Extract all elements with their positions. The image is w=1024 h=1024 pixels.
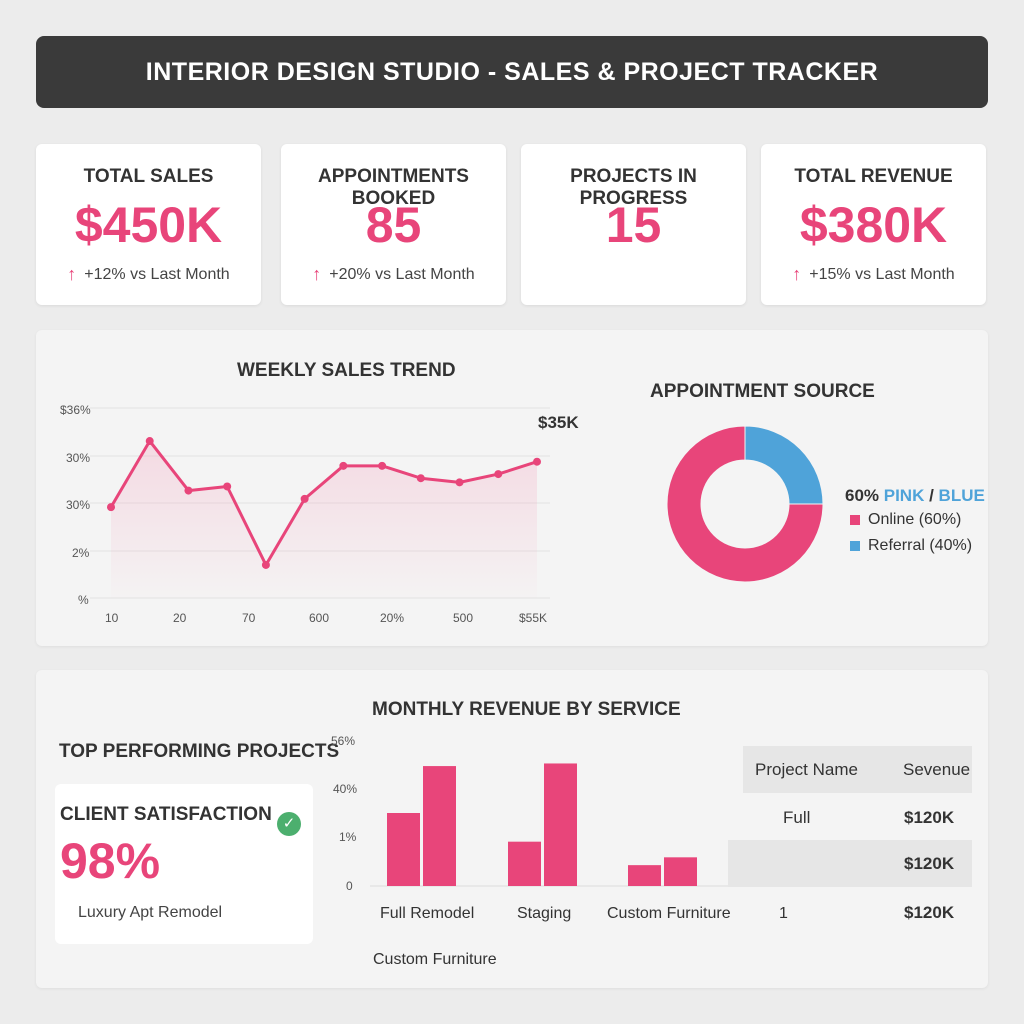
weekly-data-point [339,461,348,470]
donut-slice-online [666,425,824,583]
monthly-y-tick: 0 [346,879,353,893]
heading-prefix: 60% [845,486,884,505]
kpi-card-total-sales: TOTAL SALES $450K ↑ +12% vs Last Month [36,144,261,305]
monthly-bar [387,813,420,886]
heading-pink: PINK [883,486,925,505]
monthly-x-tick: Staging [517,905,572,922]
weekly-data-point [455,478,464,487]
weekly-y-tick: % [78,593,89,607]
table-header-name: Project Name [755,760,858,779]
legend-item-online: Online (60%) [850,511,961,529]
kpi-value: $450K [74,197,223,253]
weekly-line-chart [90,407,550,599]
kpi-card-projects: PROJECTS IN PROGRESS 15 [521,144,746,305]
weekly-data-point [145,437,154,446]
appointment-heading: 60% PINK / BLUE [845,486,985,506]
weekly-x-tick: 20% [380,611,405,625]
legend-label: Online (60%) [868,511,962,528]
weekly-y-tick: 30% [66,498,91,512]
weekly-data-point [300,494,309,503]
monthly-y-tick: 1% [339,830,357,844]
heading-sep: / [924,486,939,505]
kpi-label: PROJECTS IN PROGRESS [570,166,697,209]
monthly-x-tick: Full Remodel [380,905,475,922]
check-circle-icon: ✓ [277,812,301,836]
donut-slice-referral [744,425,824,505]
weekly-data-point [494,470,503,479]
kpi-delta: ↑ +20% vs Last Month [281,264,506,285]
legend-label: Referral (40%) [868,537,973,554]
weekly-x-tick: $55K [519,611,548,625]
weekly-data-point [533,457,541,466]
table-row-name: Full [783,808,811,827]
legend-swatch [850,515,860,525]
table-header-revenue: Sevenue [903,760,971,779]
kpi-delta-text: +15% vs Last Month [809,265,955,283]
top-projects-title: TOP PERFORMING PROJECTS [59,741,340,762]
legend-swatch [850,541,860,551]
satisfaction-project: Luxury Apt Remodel [78,904,223,921]
weekly-x-tick: 600 [309,611,330,625]
monthly-bar [508,841,541,886]
weekly-end-label: $35K [538,413,579,432]
monthly-chart-title: MONTHLY REVENUE BY SERVICE [372,699,681,720]
kpi-delta: ↑ +12% vs Last Month [36,264,261,285]
kpi-value: 85 [365,197,422,253]
monthly-x-tick: Custom Furniture [607,905,731,922]
page-title: INTERIOR DESIGN STUDIO - SALES & PROJECT… [145,57,879,86]
arrow-up-icon: ↑ [312,264,322,284]
monthly-bar [664,857,697,886]
satisfaction-value: 98% [60,833,161,889]
kpi-value: 15 [605,197,662,253]
appointment-donut-chart [666,425,824,583]
weekly-data-point [223,482,232,491]
heading-blue: BLUE [938,486,985,505]
weekly-y-tick: $36% [60,403,91,417]
kpi-label: APPOINTMENTS BOOKED [318,166,469,209]
kpi-card-appointments: APPOINTMENTS BOOKED 85 ↑ +20% vs Last Mo… [281,144,506,305]
table-row-value: $120K [904,854,955,873]
table-row-highlight [728,840,972,887]
monthly-y-tick: 56% [331,734,356,748]
appointment-chart-title: APPOINTMENT SOURCE [650,381,875,402]
weekly-x-tick: 500 [453,611,474,625]
header-bar: INTERIOR DESIGN STUDIO - SALES & PROJECT… [36,36,988,108]
satisfaction-title: CLIENT SATISFACTION [60,804,272,825]
weekly-series-line [109,439,538,567]
arrow-up-icon: ↑ [67,264,77,284]
kpi-delta-text: +20% vs Last Month [329,265,475,283]
weekly-data-point [378,461,387,470]
table-row-value: $120K [904,808,955,827]
monthly-y-tick: 40% [333,782,358,796]
monthly-bar [544,763,577,886]
weekly-data-point [261,560,270,569]
monthly-bar [628,865,661,886]
arrow-up-icon: ↑ [792,264,802,284]
kpi-delta: ↑ +15% vs Last Month [761,264,986,285]
weekly-x-tick: 10 [105,611,119,625]
kpi-label: TOTAL SALES [83,166,214,187]
client-satisfaction-card: CLIENT SATISFACTION ✓ 98% Luxury Apt Rem… [55,784,313,944]
kpi-label: TOTAL REVENUE [794,166,953,187]
kpi-delta-text: +12% vs Last Month [84,265,230,283]
monthly-bar [423,766,456,886]
weekly-data-point [416,474,425,483]
weekly-x-tick: 20 [173,611,187,625]
kpi-card-total-revenue: TOTAL REVENUE $380K ↑ +15% vs Last Month [761,144,986,305]
weekly-area [111,441,537,598]
table-row-value: $120K [904,903,955,922]
weekly-x-tick: 70 [242,611,256,625]
legend-item-referral: Referral (40%) [850,537,972,555]
weekly-chart-title: WEEKLY SALES TREND [237,360,456,381]
weekly-data-point [107,503,115,512]
kpi-value: $380K [799,197,948,253]
weekly-data-point [184,486,193,495]
monthly-x-tick: 1 [779,905,788,922]
weekly-y-tick: 2% [72,546,90,560]
monthly-extra-label: Custom Furniture [373,951,497,968]
weekly-y-tick: 30% [66,451,91,465]
table-header [743,746,972,793]
